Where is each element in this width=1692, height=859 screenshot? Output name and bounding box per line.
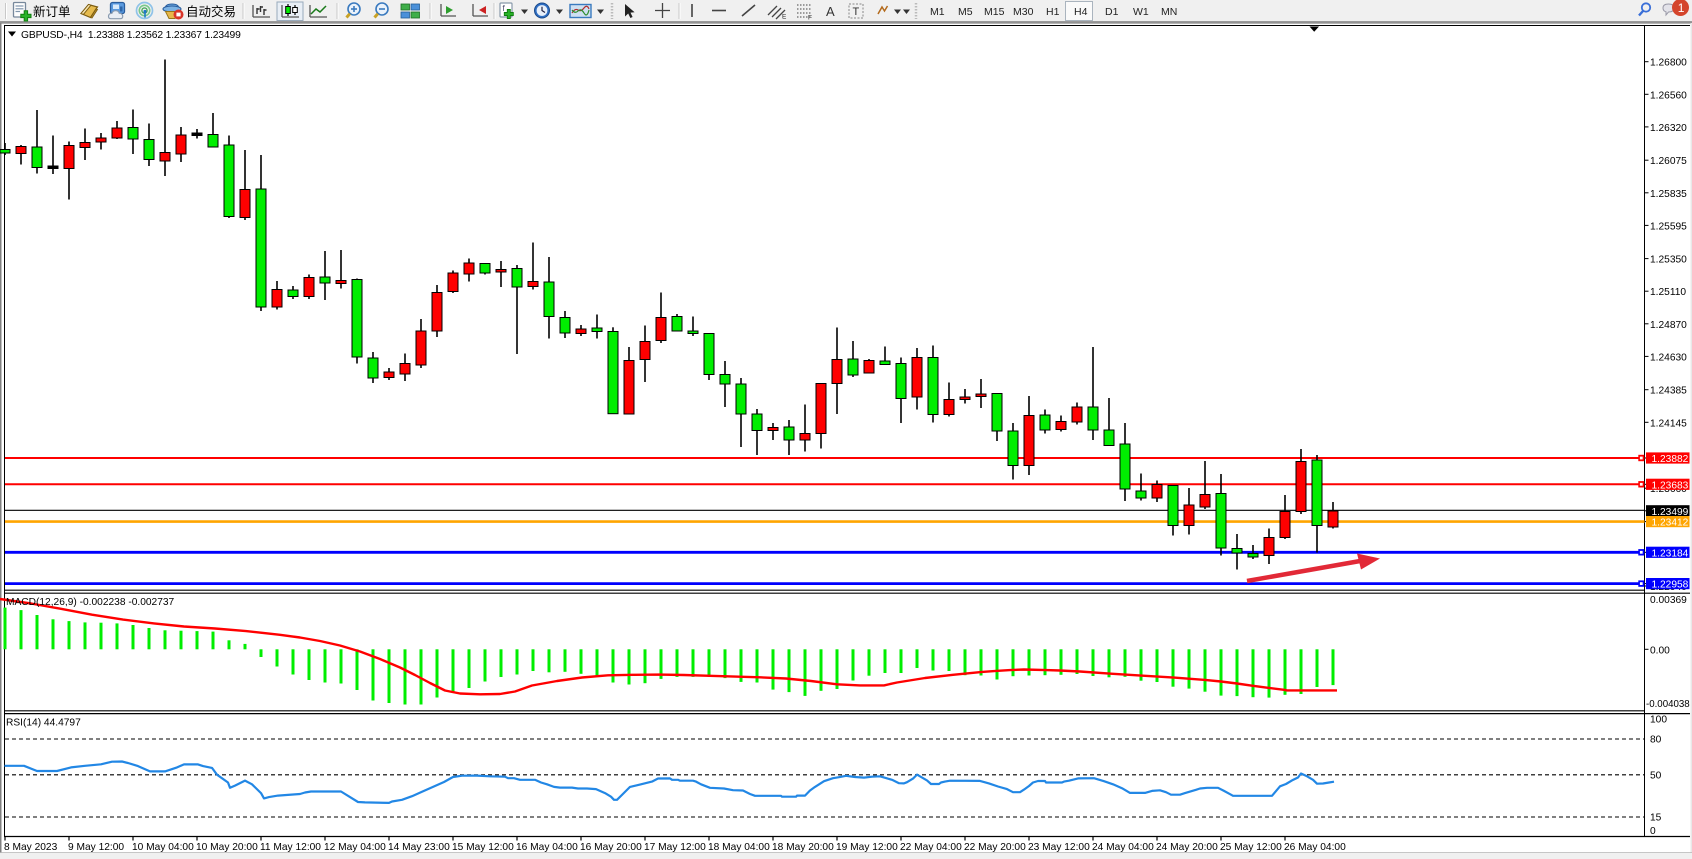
svg-text:18 May 04:00: 18 May 04:00 bbox=[708, 842, 770, 853]
svg-text:M30: M30 bbox=[1013, 6, 1034, 18]
svg-text:10 May 20:00: 10 May 20:00 bbox=[196, 842, 258, 853]
svg-text:11 May 12:00: 11 May 12:00 bbox=[260, 842, 321, 853]
svg-text:M15: M15 bbox=[984, 6, 1005, 18]
svg-text:24 May 04:00: 24 May 04:00 bbox=[1092, 842, 1154, 853]
svg-text:1.24145: 1.24145 bbox=[1650, 418, 1687, 429]
svg-text:1.22958: 1.22958 bbox=[1652, 580, 1689, 591]
svg-text:1.25350: 1.25350 bbox=[1650, 255, 1687, 266]
svg-text:14 May 23:00: 14 May 23:00 bbox=[388, 842, 450, 853]
svg-text:M5: M5 bbox=[958, 6, 973, 18]
svg-text:1.23184: 1.23184 bbox=[1652, 548, 1689, 559]
svg-text:1.23412: 1.23412 bbox=[1652, 518, 1689, 529]
svg-text:M1: M1 bbox=[930, 6, 945, 18]
svg-text:80: 80 bbox=[1650, 735, 1662, 746]
svg-text:新订单: 新订单 bbox=[33, 4, 71, 19]
svg-text:9 May 12:00: 9 May 12:00 bbox=[68, 842, 124, 853]
svg-text:15 May 12:00: 15 May 12:00 bbox=[452, 842, 514, 853]
svg-text:1.26075: 1.26075 bbox=[1650, 156, 1687, 167]
svg-text:23 May 12:00: 23 May 12:00 bbox=[1028, 842, 1090, 853]
svg-text:25 May 12:00: 25 May 12:00 bbox=[1220, 842, 1282, 853]
svg-text:1.26560: 1.26560 bbox=[1650, 90, 1687, 101]
svg-text:1.26320: 1.26320 bbox=[1650, 123, 1687, 134]
svg-text:T: T bbox=[853, 6, 860, 18]
svg-text:MACD(12,26,9) -0.002238 -0.002: MACD(12,26,9) -0.002238 -0.002737 bbox=[6, 597, 175, 608]
svg-text:W1: W1 bbox=[1133, 6, 1149, 18]
svg-text:50: 50 bbox=[1650, 771, 1662, 782]
svg-text:18 May 20:00: 18 May 20:00 bbox=[772, 842, 834, 853]
svg-text:22 May 20:00: 22 May 20:00 bbox=[964, 842, 1026, 853]
svg-text:16 May 04:00: 16 May 04:00 bbox=[516, 842, 578, 853]
svg-text:10 May 04:00: 10 May 04:00 bbox=[132, 842, 194, 853]
svg-text:RSI(14) 44.4797: RSI(14) 44.4797 bbox=[6, 718, 81, 729]
svg-text:12 May 04:00: 12 May 04:00 bbox=[324, 842, 386, 853]
svg-text:-0.004038: -0.004038 bbox=[1646, 699, 1690, 710]
svg-text:1.24870: 1.24870 bbox=[1650, 320, 1687, 331]
svg-text:f: f bbox=[503, 4, 506, 13]
svg-text:22 May 04:00: 22 May 04:00 bbox=[900, 842, 962, 853]
svg-text:1.23683: 1.23683 bbox=[1652, 480, 1689, 491]
svg-text:MN: MN bbox=[1161, 6, 1177, 18]
svg-text:0.00369: 0.00369 bbox=[1650, 595, 1687, 606]
svg-text:GBPUSD-,H4 1.23388 1.23562 1.: GBPUSD-,H4 1.23388 1.23562 1.23367 1.234… bbox=[21, 30, 241, 41]
svg-text:1.25835: 1.25835 bbox=[1650, 189, 1687, 200]
svg-text:24 May 20:00: 24 May 20:00 bbox=[1156, 842, 1218, 853]
svg-text:D1: D1 bbox=[1105, 6, 1119, 18]
svg-text:16 May 20:00: 16 May 20:00 bbox=[580, 842, 642, 853]
svg-text:自动交易: 自动交易 bbox=[186, 4, 236, 19]
svg-text:1.24630: 1.24630 bbox=[1650, 352, 1687, 363]
svg-text:E: E bbox=[782, 14, 787, 21]
svg-text:17 May 12:00: 17 May 12:00 bbox=[644, 842, 706, 853]
svg-text:0: 0 bbox=[1650, 826, 1656, 837]
svg-text:8 May 2023: 8 May 2023 bbox=[4, 842, 58, 853]
svg-text:1.25110: 1.25110 bbox=[1650, 287, 1686, 298]
svg-text:1.23882: 1.23882 bbox=[1652, 454, 1689, 465]
svg-text:A: A bbox=[826, 4, 835, 19]
svg-text:15: 15 bbox=[1650, 813, 1662, 824]
svg-text:26 May 04:00: 26 May 04:00 bbox=[1284, 842, 1346, 853]
svg-text:19 May 12:00: 19 May 12:00 bbox=[836, 842, 898, 853]
svg-text:1.26800: 1.26800 bbox=[1650, 58, 1687, 69]
svg-text:H4: H4 bbox=[1074, 6, 1088, 18]
svg-text:1.25595: 1.25595 bbox=[1650, 221, 1687, 232]
svg-text:1.23499: 1.23499 bbox=[1652, 507, 1689, 518]
svg-text:F: F bbox=[808, 15, 812, 22]
svg-text:100: 100 bbox=[1650, 715, 1667, 726]
svg-text:H1: H1 bbox=[1046, 6, 1060, 18]
svg-text:1: 1 bbox=[1678, 1, 1685, 15]
svg-text:1.24385: 1.24385 bbox=[1650, 386, 1687, 397]
svg-text:0.00: 0.00 bbox=[1650, 645, 1670, 656]
